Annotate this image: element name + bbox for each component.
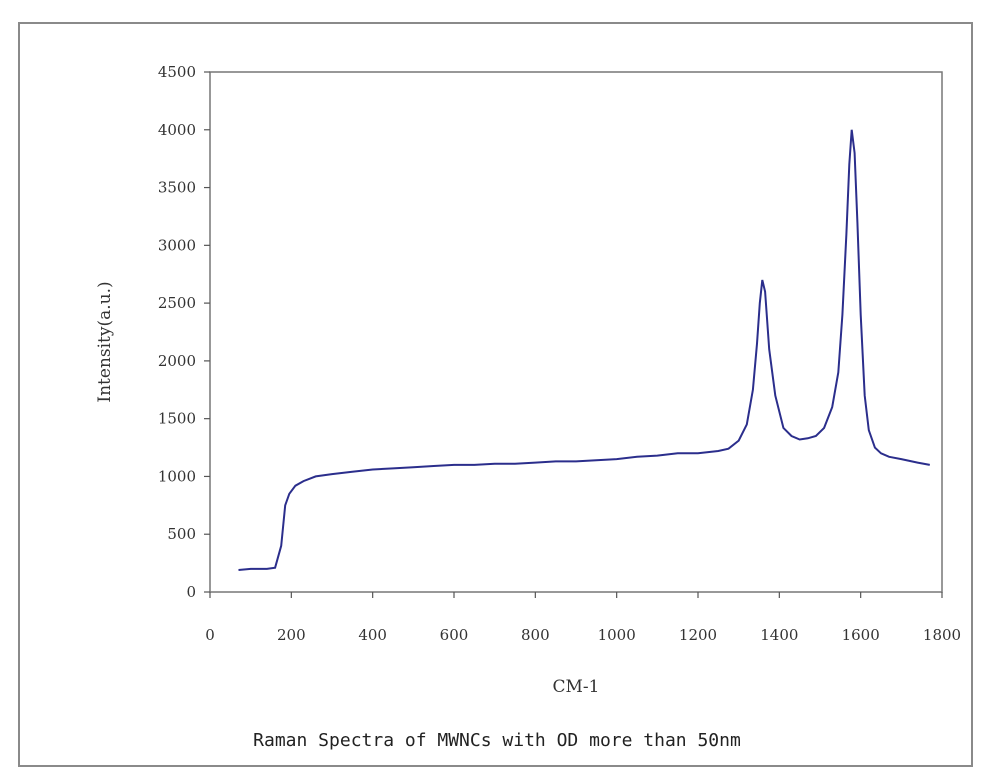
y-tick-label: 2000 xyxy=(158,352,196,370)
x-tick-label: 1600 xyxy=(842,626,880,644)
x-tick-label: 1800 xyxy=(923,626,961,644)
figure-caption: Raman Spectra of MWNCs with OD more than… xyxy=(253,730,741,751)
x-tick-label: 1400 xyxy=(760,626,798,644)
spectrum-line xyxy=(238,129,930,571)
x-tick-label: 400 xyxy=(358,626,387,644)
x-tick-label: 600 xyxy=(440,626,469,644)
x-axis-title: CM-1 xyxy=(553,677,600,697)
y-tick-label: 4000 xyxy=(158,121,196,139)
y-tick-label: 0 xyxy=(186,583,196,601)
x-tick-label: 0 xyxy=(205,626,215,644)
y-tick-label: 500 xyxy=(167,525,196,543)
x-tick-label: 1000 xyxy=(598,626,636,644)
x-axis-ticks: 0 200 400 600 800 1000 1200 1400 1600 1800 xyxy=(205,592,961,644)
raman-chart: 0 500 1000 1500 2000 2500 3000 3500 4000 4500 0 20… xyxy=(95,63,961,751)
y-axis-title: Intensity(a.u.) xyxy=(95,281,115,402)
plot-area xyxy=(209,71,943,593)
y-tick-label: 1000 xyxy=(158,467,196,485)
y-tick-label: 4500 xyxy=(158,63,196,81)
figure-frame: 0 500 1000 1500 2000 2500 3000 3500 4000 4500 0 20… xyxy=(18,22,973,767)
y-tick-label: 2500 xyxy=(158,294,196,312)
y-tick-label: 3500 xyxy=(158,179,196,197)
x-tick-label: 1200 xyxy=(679,626,717,644)
x-tick-label: 200 xyxy=(277,626,306,644)
x-tick-label: 800 xyxy=(521,626,550,644)
y-axis-ticks: 0 500 1000 1500 2000 2500 3000 3500 4000 4500 xyxy=(158,63,210,601)
y-tick-label: 3000 xyxy=(158,236,196,254)
y-tick-label: 1500 xyxy=(158,410,196,428)
